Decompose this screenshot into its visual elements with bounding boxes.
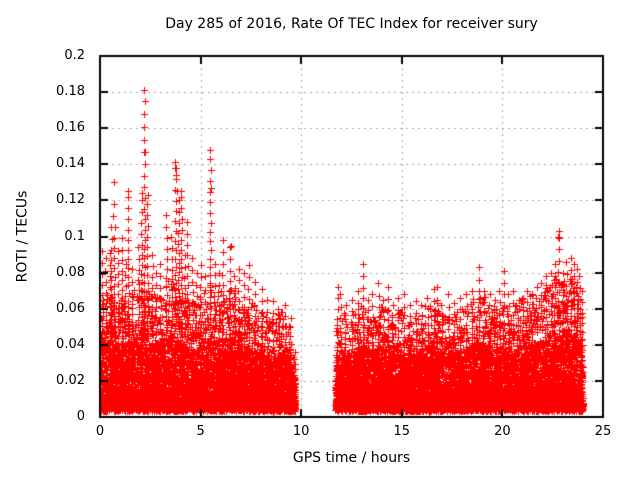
- y-tick-label: 0.16: [56, 120, 85, 136]
- x-tick-label: 10: [292, 424, 310, 439]
- y-tick-label: 0.18: [56, 84, 85, 100]
- y-tick-label: 0.1: [64, 228, 85, 244]
- x-tick-label: 25: [594, 424, 612, 439]
- x-tick-label: 0: [95, 424, 105, 439]
- y-tick-label: 0: [76, 409, 85, 424]
- y-tick-label: 0.2: [64, 48, 85, 63]
- x-tick-label: 5: [196, 424, 205, 439]
- x-axis-label: GPS time / hours: [292, 450, 411, 466]
- x-tick-label: 15: [393, 424, 411, 439]
- y-tick-label: 0.08: [56, 264, 85, 280]
- y-tick-label: 0.02: [56, 372, 85, 388]
- y-tick-label: 0.12: [56, 192, 85, 208]
- y-tick-label: 0.04: [56, 336, 85, 352]
- y-tick-label: 0.14: [56, 156, 85, 172]
- chart-title: Day 285 of 2016, Rate Of TEC Index for r…: [165, 16, 538, 32]
- y-tick-label: 0.06: [56, 300, 85, 316]
- x-tick-label: 20: [494, 424, 511, 439]
